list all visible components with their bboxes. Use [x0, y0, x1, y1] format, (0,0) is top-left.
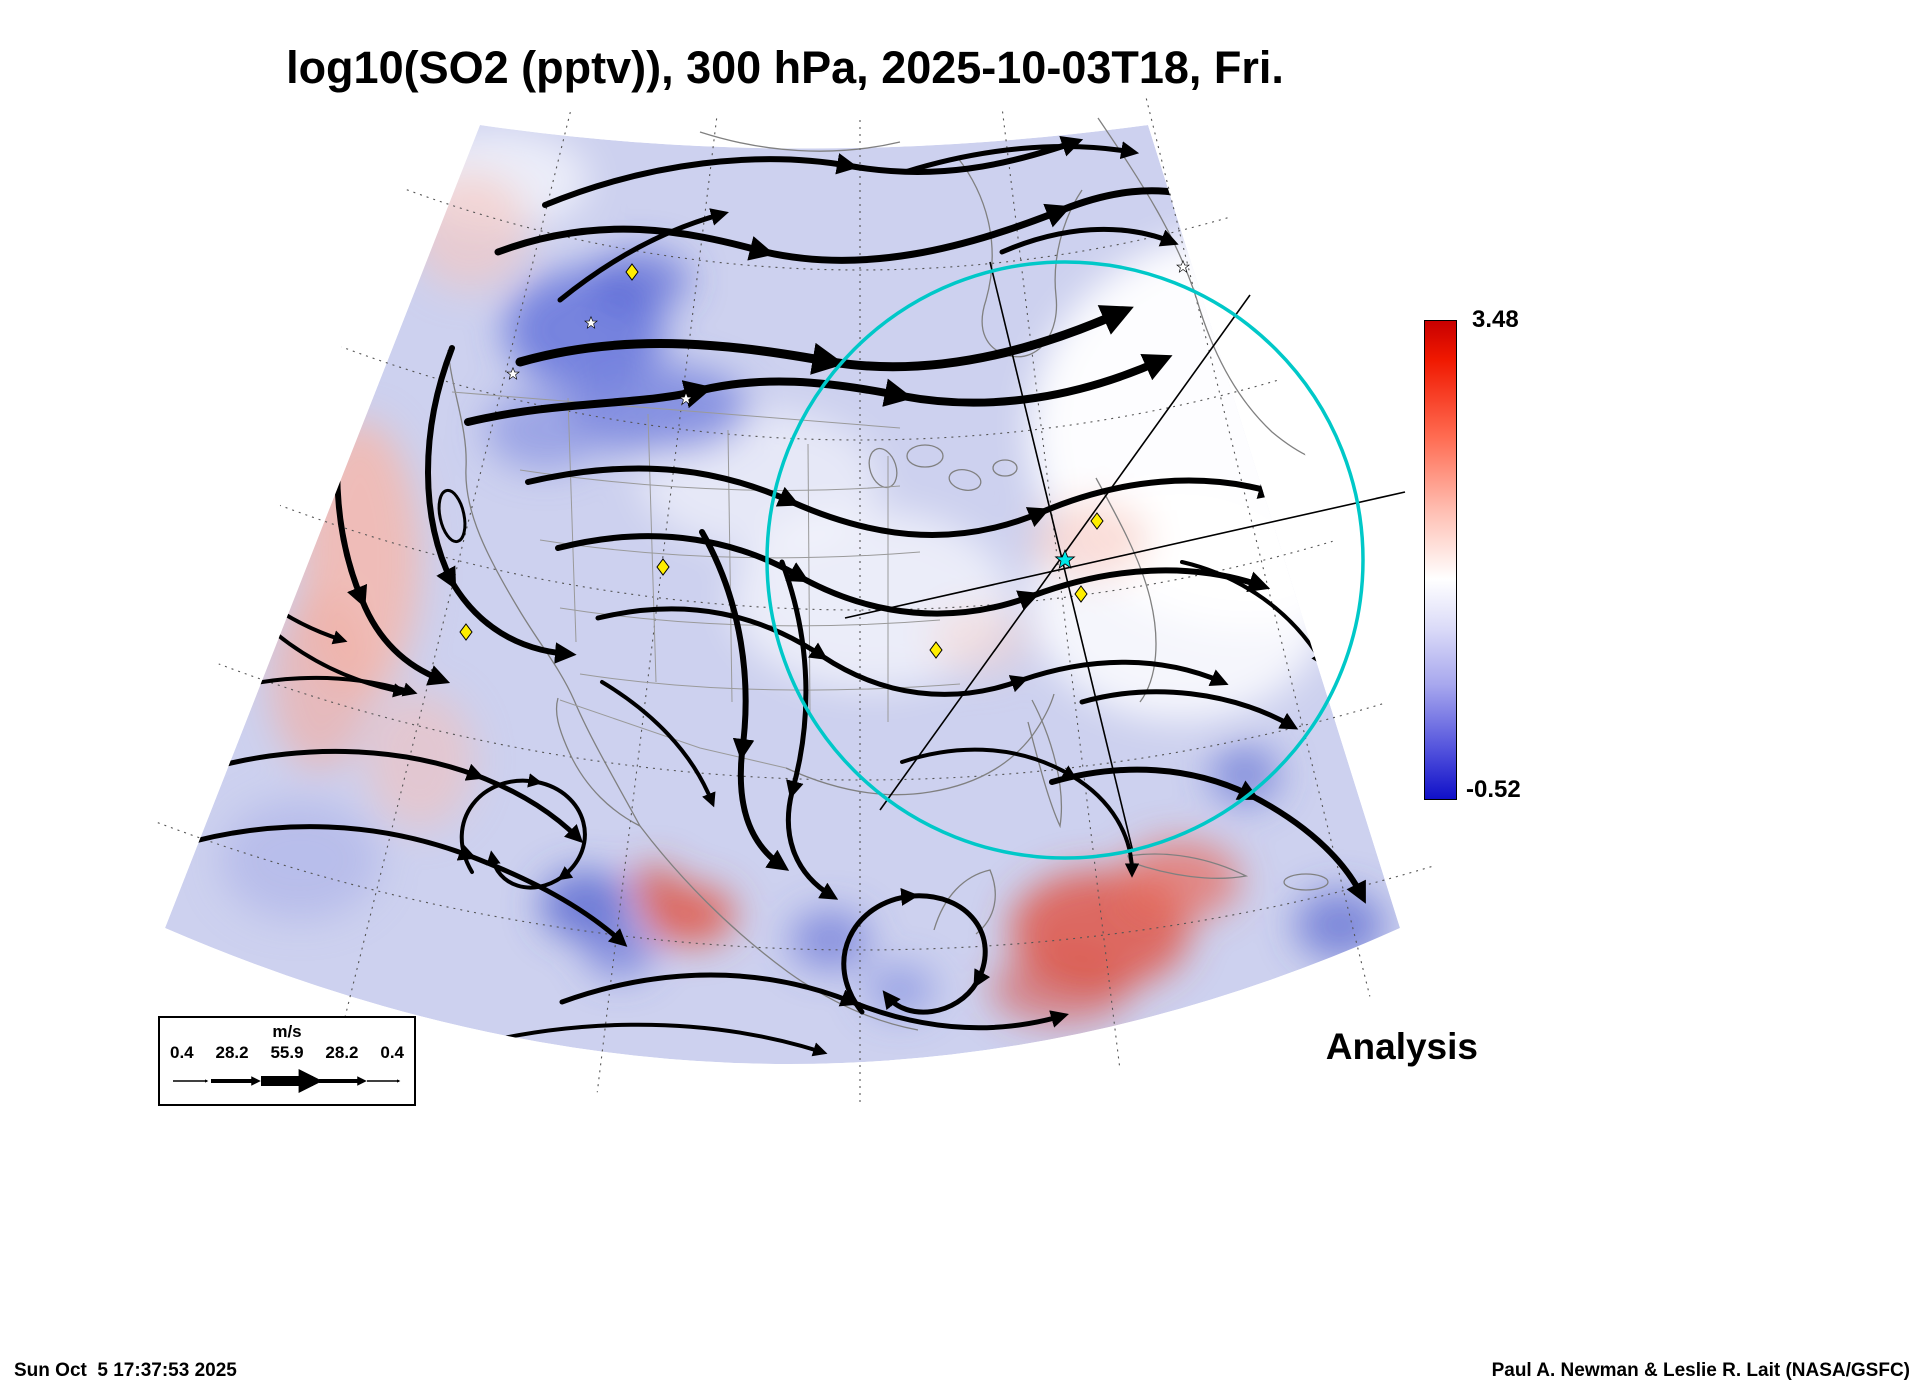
range-ring	[765, 260, 1365, 860]
colorbar-max-label: 3.48	[1472, 306, 1519, 333]
wind-legend-ticks: 0.4 28.2 55.9 28.2 0.4	[166, 1043, 408, 1063]
creation-timestamp: Sun Oct 5 17:37:53 2025	[14, 1360, 237, 1381]
station-marker	[656, 558, 670, 576]
station-markers	[459, 263, 1104, 659]
wind-tick-label: 28.2	[215, 1043, 249, 1062]
colorbar	[1424, 320, 1457, 800]
station-marker	[1090, 512, 1104, 530]
station-marker	[459, 623, 473, 641]
station-marker	[929, 641, 943, 659]
wind-scale-arrow-glyph	[173, 1068, 401, 1094]
credit-line: Paul A. Newman & Leslie R. Lait (NASA/GS…	[1491, 1360, 1910, 1381]
station-marker	[1074, 585, 1088, 603]
wind-tick-label: 0.4	[170, 1043, 194, 1062]
wind-speed-legend: m/s 0.4 28.2 55.9 28.2 0.4	[158, 1016, 416, 1106]
colorbar-min-label: -0.52	[1466, 776, 1521, 803]
wind-streamlines	[173, 135, 1366, 1058]
analysis-label: Analysis	[1325, 1026, 1478, 1067]
wind-tick-label: 28.2	[325, 1043, 359, 1062]
wind-tick-label: 55.9	[270, 1043, 304, 1062]
wind-tick-label: 0.4	[380, 1043, 404, 1062]
station-marker	[625, 263, 639, 281]
plot-title: log10(SO2 (pptv)), 300 hPa, 2025-10-03T1…	[286, 42, 1284, 93]
wind-legend-units-label: m/s	[272, 1022, 302, 1041]
